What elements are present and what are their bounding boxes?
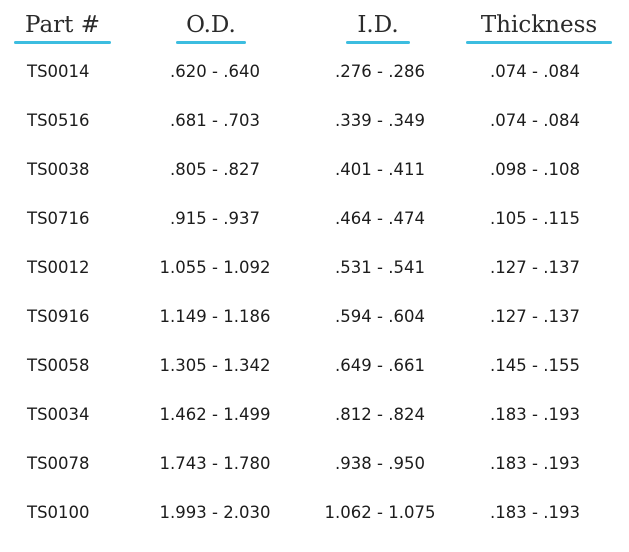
thickness-cell: .183 - .193 [490,405,580,424]
od-cell: 1.462 - 1.499 [159,405,271,424]
thickness-cell: .105 - .115 [490,209,580,228]
od-cell: 1.743 - 1.780 [159,454,271,473]
part-number-cell: TS0012 [27,258,90,277]
thickness-cell: .074 - .084 [490,62,580,81]
table-row: TS0034 1.462 - 1.499 .812 - .824 .183 - … [0,401,629,429]
header-underline [176,41,246,44]
column-header-od-label: O.D. [186,12,236,38]
table-row: TS0058 1.305 - 1.342 .649 - .661 .145 - … [0,352,629,380]
id-cell: .401 - .411 [335,160,425,179]
id-cell: .594 - .604 [335,307,425,326]
table-row: TS0014 .620 - .640 .276 - .286 .074 - .0… [0,58,629,86]
part-number-cell: TS0100 [27,503,90,522]
thickness-cell: .127 - .137 [490,307,580,326]
column-header-part: Part # [14,10,111,44]
table-row: TS0078 1.743 - 1.780 .938 - .950 .183 - … [0,450,629,478]
header-underline [346,41,410,44]
column-header-thickness-label: Thickness [480,12,598,38]
thickness-cell: .127 - .137 [490,258,580,277]
thickness-cell: .098 - .108 [490,160,580,179]
od-cell: .805 - .827 [170,160,260,179]
part-number-cell: TS0916 [27,307,90,326]
part-number-cell: TS0014 [27,62,90,81]
header-underline [466,41,612,44]
od-cell: .620 - .640 [170,62,260,81]
column-header-part-label: Part # [25,12,100,38]
part-number-cell: TS0516 [27,111,90,130]
id-cell: .339 - .349 [335,111,425,130]
column-header-thickness: Thickness [466,10,612,44]
od-cell: 1.149 - 1.186 [159,307,271,326]
thickness-cell: .145 - .155 [490,356,580,375]
thickness-cell: .183 - .193 [490,503,580,522]
od-cell: .915 - .937 [170,209,260,228]
part-number-cell: TS0034 [27,405,90,424]
part-number-cell: TS0716 [27,209,90,228]
od-cell: 1.055 - 1.092 [159,258,271,277]
id-cell: .812 - .824 [335,405,425,424]
table-row: TS0516 .681 - .703 .339 - .349 .074 - .0… [0,107,629,135]
part-number-cell: TS0058 [27,356,90,375]
id-cell: .276 - .286 [335,62,425,81]
table-row: TS0012 1.055 - 1.092 .531 - .541 .127 - … [0,254,629,282]
id-cell: .938 - .950 [335,454,425,473]
id-cell: 1.062 - 1.075 [324,503,436,522]
column-header-od: O.D. [176,10,246,44]
column-header-id-label: I.D. [357,12,399,38]
thickness-cell: .183 - .193 [490,454,580,473]
part-number-cell: TS0078 [27,454,90,473]
thickness-cell: .074 - .084 [490,111,580,130]
id-cell: .649 - .661 [335,356,425,375]
od-cell: 1.993 - 2.030 [159,503,271,522]
od-cell: .681 - .703 [170,111,260,130]
table-row: TS0716 .915 - .937 .464 - .474 .105 - .1… [0,205,629,233]
header-underline [14,41,111,44]
part-number-cell: TS0038 [27,160,90,179]
column-header-id: I.D. [346,10,410,44]
table-row: TS0038 .805 - .827 .401 - .411 .098 - .1… [0,156,629,184]
id-cell: .464 - .474 [335,209,425,228]
od-cell: 1.305 - 1.342 [159,356,271,375]
id-cell: .531 - .541 [335,258,425,277]
table-row: TS0916 1.149 - 1.186 .594 - .604 .127 - … [0,303,629,331]
table-row: TS0100 1.993 - 2.030 1.062 - 1.075 .183 … [0,499,629,527]
